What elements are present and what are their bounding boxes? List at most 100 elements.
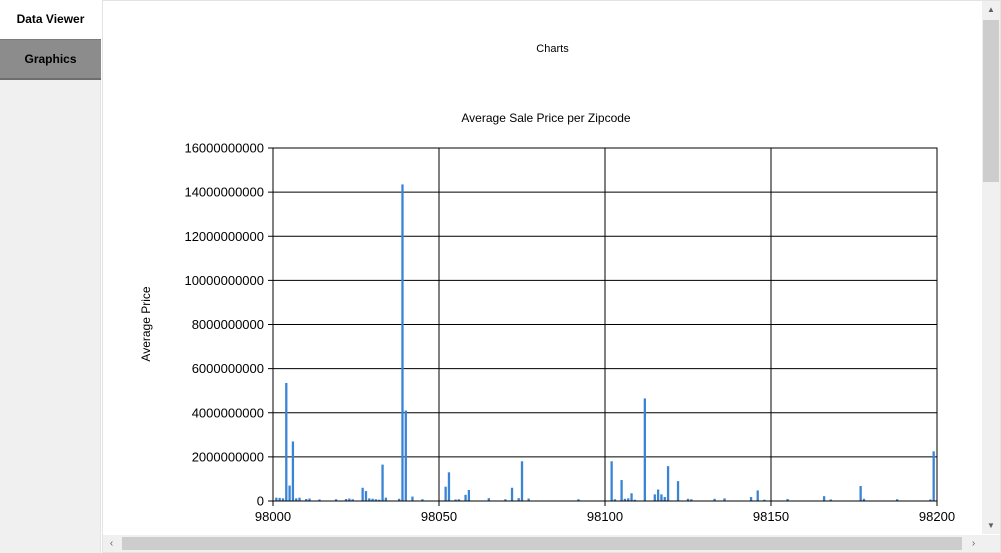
bar-98146: [756, 490, 759, 501]
scroll-right-arrow-icon[interactable]: ›: [971, 538, 976, 549]
average-price-chart: 0 2000000000 4000000000 6000000000 800000000…: [139, 111, 955, 524]
bar-98122: [676, 481, 680, 501]
bar-98002: [278, 497, 281, 501]
bar-98038: [398, 498, 401, 501]
bar-98065: [487, 498, 490, 501]
y-tick-label: 12000000000: [184, 229, 264, 244]
y-tick-label: 4000000000: [192, 405, 264, 420]
scrollbar-corner: [982, 535, 1000, 552]
bar-98112: [643, 398, 646, 501]
bar-98023: [348, 498, 351, 501]
chart-bars: [275, 184, 935, 501]
y-tick-label: 6000000000: [192, 361, 264, 376]
bar-98198: [929, 499, 932, 501]
bar-98103: [613, 499, 617, 501]
y-tick-label: 10000000000: [184, 273, 264, 288]
chart-grid: [272, 147, 938, 502]
bar-98178: [862, 498, 866, 501]
x-tick-label: 98000: [255, 509, 291, 524]
bar-98199: [932, 451, 935, 501]
bar-98118: [663, 497, 666, 501]
bar-98045: [421, 499, 424, 501]
section-title: Charts: [536, 43, 569, 55]
bar-98032: [378, 499, 381, 501]
bar-98001: [275, 497, 278, 501]
chart-labels: 0 2000000000 4000000000 6000000000 800000000…: [139, 111, 955, 524]
bar-98117: [660, 494, 663, 501]
bar-98040: [404, 410, 407, 501]
bar-98058: [464, 494, 467, 501]
bar-98006: [291, 441, 295, 501]
bar-98109: [633, 499, 637, 501]
y-tick-label: 0: [257, 494, 264, 509]
bar-98092: [577, 499, 580, 501]
y-axis-label: Average Price: [139, 286, 153, 361]
bar-98053: [447, 472, 451, 501]
bar-98115: [653, 494, 656, 501]
vertical-scroll-thumb[interactable]: [983, 20, 999, 182]
bar-98008: [298, 497, 301, 501]
bar-98014: [318, 499, 321, 501]
x-tick-label: 98150: [753, 509, 789, 524]
bar-98011: [308, 498, 311, 501]
bar-98075: [520, 461, 524, 501]
bar-98024: [351, 499, 354, 501]
bar-98010: [305, 499, 308, 501]
bar-98004: [285, 382, 288, 501]
bar-98177: [859, 486, 862, 501]
bar-98148: [763, 499, 766, 501]
bar-98144: [749, 497, 753, 501]
bar-98031: [374, 499, 378, 501]
navigation-panel: Data Viewer Graphics: [0, 0, 101, 553]
bar-98107: [627, 498, 630, 501]
bar-98105: [620, 480, 623, 501]
bar-98003: [281, 498, 285, 501]
bar-98034: [384, 497, 388, 501]
bar-98155: [786, 499, 789, 501]
bar-98188: [896, 499, 899, 501]
bar-98029: [368, 498, 371, 501]
bar-98042: [411, 496, 414, 501]
bar-98019: [334, 499, 338, 501]
scroll-up-arrow-icon[interactable]: ▲: [987, 5, 995, 14]
x-tick-label: 98200: [919, 509, 955, 524]
bar-98072: [510, 487, 514, 501]
bar-98052: [444, 486, 447, 501]
bar-98056: [457, 499, 461, 501]
bar-98030: [371, 498, 374, 501]
bar-98028: [364, 491, 368, 501]
scroll-left-arrow-icon[interactable]: ‹: [109, 538, 114, 549]
y-tick-label: 8000000000: [192, 317, 264, 332]
x-tick-label: 98100: [587, 509, 623, 524]
horizontal-scroll-thumb[interactable]: [122, 537, 962, 550]
vertical-scrollbar[interactable]: ▲ ▼: [982, 1, 1000, 534]
plot-border: [272, 147, 938, 502]
y-tick-label: 2000000000: [192, 449, 264, 464]
chart-title: Average Sale Price per Zipcode: [461, 111, 631, 125]
bar-98106: [623, 498, 627, 501]
bar-98102: [610, 461, 613, 501]
y-tick-label: 14000000000: [184, 185, 264, 200]
bar-98039: [401, 184, 404, 501]
horizontal-scrollbar[interactable]: ‹ ›: [103, 535, 982, 552]
bar-98007: [295, 498, 298, 501]
bar-98033: [381, 464, 384, 501]
scroll-down-arrow-icon[interactable]: ▼: [987, 521, 995, 530]
bar-98055: [454, 499, 457, 501]
data-viewer-button[interactable]: Data Viewer: [0, 0, 101, 40]
bar-98077: [527, 498, 530, 501]
graphics-button[interactable]: Graphics: [0, 39, 101, 80]
chart-axes: [268, 147, 938, 506]
bar-98005: [288, 485, 291, 501]
bar-98116: [656, 489, 660, 501]
bar-98168: [829, 499, 832, 501]
bar-98166: [822, 496, 826, 501]
bar-98108: [630, 493, 633, 501]
bar-98136: [723, 498, 726, 501]
bar-98133: [713, 498, 716, 501]
bar-98119: [666, 466, 670, 501]
bar-98126: [690, 499, 693, 501]
x-tick-label: 98050: [421, 509, 457, 524]
bar-98059: [467, 489, 471, 501]
